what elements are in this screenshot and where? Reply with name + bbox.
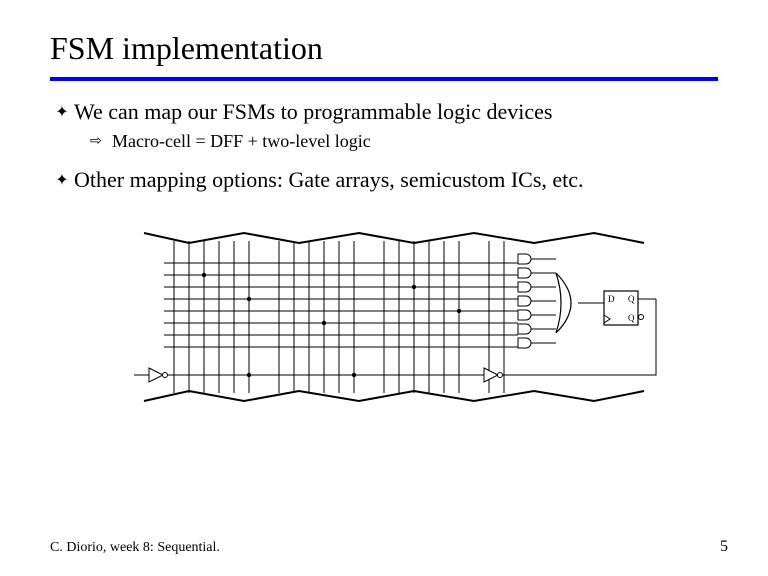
page-number: 5 — [720, 538, 728, 556]
bullet-2-text: Other mapping options: Gate arrays, semi… — [74, 167, 584, 193]
bullet-2: ✦ Other mapping options: Gate arrays, se… — [50, 167, 718, 195]
pla-diagram: D QQ — [104, 203, 664, 428]
svg-text:Q: Q — [628, 294, 635, 304]
svg-text:Q: Q — [628, 313, 635, 323]
bullet-1: ✦ We can map our FSMs to programmable lo… — [50, 99, 718, 127]
svg-text:D: D — [608, 294, 615, 304]
title-rule — [50, 77, 718, 81]
bullet-1-1: ⇨ Macro-cell = DFF + two-level logic — [90, 131, 718, 153]
bullet-1-1-text: Macro-cell = DFF + two-level logic — [112, 131, 371, 152]
arrow-icon: ⇨ — [90, 131, 112, 153]
star-icon: ✦ — [50, 167, 74, 195]
footer-text: C. Diorio, week 8: Sequential. — [50, 540, 220, 556]
bullet-1-text: We can map our FSMs to programmable logi… — [74, 99, 552, 125]
star-icon: ✦ — [50, 99, 74, 127]
page-title: FSM implementation — [50, 30, 718, 67]
